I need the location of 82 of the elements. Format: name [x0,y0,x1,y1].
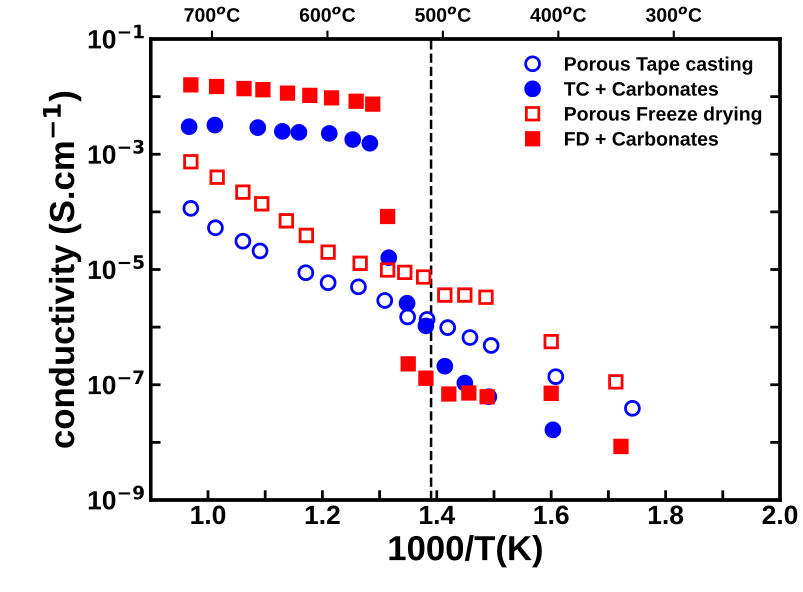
point [324,90,340,106]
point [380,262,396,278]
point [380,249,398,266]
point [252,242,268,260]
y-tick-label: 10$^{−9}$ [88,486,144,510]
point [206,116,224,134]
legend-label: TC + Carbonates [564,82,718,96]
point [290,124,308,141]
point [462,329,478,346]
y-tick-label: 10$^{−1}$ [88,24,144,49]
point [348,94,364,109]
point [608,374,624,390]
point [544,334,559,350]
point [365,96,380,112]
point [457,287,472,303]
point [280,85,296,101]
point [208,78,224,94]
point [437,287,452,303]
x2-tick-label: 300$^{o}$C [646,6,702,22]
point [352,256,368,271]
point [478,290,494,305]
point [547,368,564,386]
point [320,274,336,292]
point [418,318,434,334]
point [436,358,454,375]
x2-tick-label: 700$^{o}$C [184,6,240,22]
point [416,269,432,285]
point [249,119,266,136]
point [183,154,198,170]
point [362,134,378,152]
point [397,264,412,280]
point [398,294,416,312]
x-tick-label: 1.2 [306,506,340,524]
point [298,228,314,244]
point [255,82,271,98]
y-tick-label: 10$^{−5}$ [88,255,144,280]
point [624,400,641,417]
y-tick-label: 10$^{−7}$ [88,370,144,394]
point [461,385,476,401]
point [439,319,456,336]
legend-label: Porous Freeze drying [565,106,762,125]
point [418,370,434,386]
point [400,356,416,372]
x-tick-label: 2.0 [762,506,798,524]
x2-tick-label: 600$^{o}$C [300,6,356,22]
point [399,308,416,326]
x-tick-label: 1.4 [420,506,455,524]
x-tick-label: 1.8 [648,506,684,524]
x2-tick-label: 500$^{o}$C [415,6,471,22]
point [613,438,629,454]
point [482,337,500,354]
point [544,386,559,401]
point [235,184,251,200]
y-axis-title: conductivity (S.cm$^{−1}$) [42,92,82,448]
x-axis-title: 1000/T(K) [389,535,542,568]
point [479,389,495,404]
point [274,122,291,140]
legend-label: FD + Carbonates [565,131,718,146]
x2-tick-label: 400$^{o}$C [530,6,586,22]
point [180,118,198,136]
point [302,88,318,104]
point [544,422,562,438]
point [278,213,294,228]
point [350,278,367,296]
point [320,244,336,260]
point [344,131,362,148]
legend-label: Porous Tape casting [565,56,752,75]
point [297,264,314,282]
point [236,80,252,96]
x-tick-label: 1.0 [191,506,226,524]
point [254,196,270,212]
x-tick-label: 1.6 [534,506,569,524]
point [441,386,456,402]
point [234,232,252,250]
point [376,292,394,309]
point [210,170,225,185]
point [380,208,396,224]
point [182,200,200,217]
point [207,219,224,236]
point [320,125,338,142]
y-tick-label: 10$^{−3}$ [88,140,144,164]
point [183,77,198,93]
